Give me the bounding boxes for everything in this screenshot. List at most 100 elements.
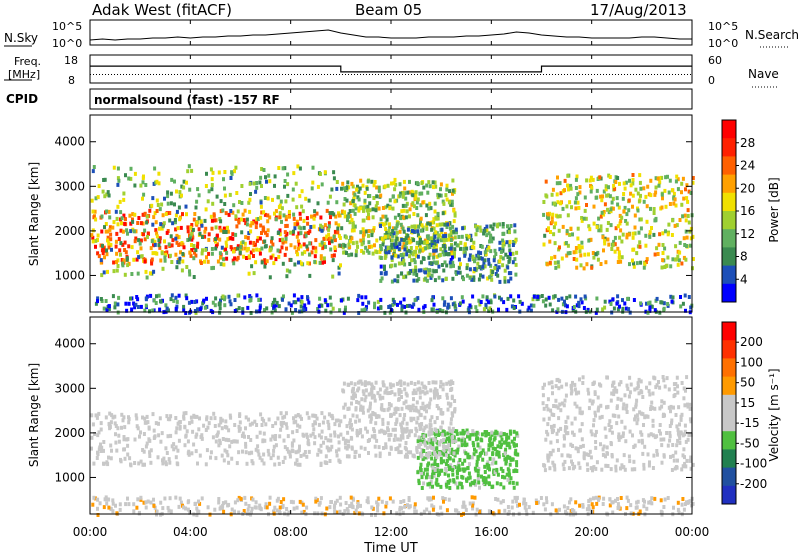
heatmap-cell — [423, 467, 427, 472]
heatmap-cell — [493, 248, 497, 253]
heatmap-cell — [311, 431, 315, 436]
heatmap-cell — [163, 239, 166, 244]
heatmap-cell — [299, 454, 303, 458]
heatmap-cell — [100, 248, 104, 253]
heatmap-cell — [262, 431, 266, 436]
colorbar-segment — [722, 247, 736, 267]
heatmap-cell — [242, 254, 246, 259]
heatmap-cell — [659, 300, 663, 305]
heatmap-cell — [453, 303, 457, 308]
heatmap-cell — [571, 308, 575, 313]
heatmap-cell — [691, 176, 695, 180]
heatmap-cell — [151, 412, 155, 417]
heatmap-cell — [485, 228, 489, 233]
heatmap-cell — [305, 435, 309, 440]
heatmap-cell — [644, 194, 648, 199]
heatmap-cell — [209, 416, 213, 421]
heatmap-cell — [620, 463, 624, 468]
heatmap-cell — [453, 251, 456, 256]
heatmap-cell — [668, 434, 672, 439]
heatmap-cell — [587, 499, 591, 504]
heatmap-cell — [188, 250, 192, 255]
heatmap-cell — [281, 240, 285, 245]
heatmap-cell — [621, 434, 625, 438]
heatmap-cell — [289, 230, 293, 235]
heatmap-cell — [409, 246, 413, 250]
heatmap-cell — [499, 445, 503, 450]
heatmap-cell — [441, 496, 445, 501]
heatmap-cell — [611, 381, 615, 386]
heatmap-cell — [141, 448, 145, 452]
heatmap-cell — [334, 214, 338, 219]
heatmap-cell — [588, 227, 592, 232]
heatmap-cell — [583, 252, 587, 257]
heatmap-cell — [674, 244, 678, 249]
heatmap-cell — [169, 297, 173, 302]
heatmap-cell — [376, 391, 380, 396]
heatmap-cell — [477, 250, 481, 255]
heatmap-cell — [574, 446, 578, 451]
heatmap-cell — [423, 240, 427, 245]
heatmap-cell — [576, 192, 580, 197]
heatmap-cell — [463, 251, 467, 256]
heatmap-cell — [381, 239, 385, 244]
heatmap-cell — [445, 183, 449, 188]
heatmap-cell — [612, 239, 616, 244]
heatmap-cell — [128, 456, 132, 461]
heatmap-cell — [114, 432, 117, 437]
heatmap-cell — [444, 450, 448, 455]
heatmap-cell — [264, 422, 268, 427]
heatmap-cell — [417, 481, 421, 486]
heatmap-cell — [663, 384, 667, 389]
heatmap-cell — [480, 432, 484, 437]
heatmap-cell — [404, 215, 408, 220]
heatmap-cell — [116, 182, 120, 187]
heatmap-cell — [144, 303, 148, 308]
heatmap-cell — [587, 224, 591, 229]
heatmap-cell — [97, 184, 101, 189]
heatmap-cell — [395, 419, 399, 424]
colorbar-segment — [722, 120, 736, 139]
heatmap-cell — [140, 254, 144, 259]
heatmap-cell — [425, 440, 429, 445]
heatmap-cell — [403, 244, 407, 249]
heatmap-cell — [361, 218, 365, 223]
heatmap-cell — [244, 235, 248, 240]
heatmap-cell — [476, 455, 480, 460]
heatmap-cell — [478, 225, 482, 230]
heatmap-cell — [591, 251, 595, 255]
heatmap-cell — [359, 503, 362, 508]
heatmap-cell — [512, 485, 516, 490]
heatmap-cell — [363, 383, 367, 387]
colorbar-tick-label: 28 — [740, 136, 755, 150]
heatmap-cell — [104, 495, 108, 500]
heatmap-cell — [547, 381, 551, 386]
heatmap-cell — [230, 247, 234, 252]
heatmap-cell — [310, 250, 314, 255]
heatmap-cell — [444, 252, 448, 257]
heatmap-cell — [417, 478, 421, 483]
heatmap-cell — [592, 418, 596, 423]
heatmap-cell — [392, 242, 396, 247]
heatmap-cell — [384, 221, 388, 226]
heatmap-cell — [500, 442, 503, 447]
heatmap-cell — [441, 420, 445, 425]
heatmap-cell — [291, 187, 295, 192]
heatmap-cell — [197, 227, 201, 232]
heatmap-cell — [129, 229, 133, 234]
heatmap-cell — [489, 300, 493, 305]
heatmap-cell — [575, 404, 579, 409]
heatmap-cell — [653, 496, 657, 501]
heatmap-cell — [634, 404, 638, 409]
nave-tick-bottom: 0 — [708, 74, 715, 87]
heatmap-cell — [168, 496, 172, 501]
heatmap-cell — [94, 217, 98, 222]
heatmap-cell — [384, 504, 388, 509]
heatmap-cell — [263, 196, 267, 200]
heatmap-cell — [453, 429, 457, 434]
heatmap-cell — [99, 260, 103, 265]
heatmap-cell — [614, 498, 617, 503]
heatmap-cell — [160, 431, 164, 436]
heatmap-cell — [426, 496, 430, 501]
heatmap-cell — [373, 434, 377, 438]
